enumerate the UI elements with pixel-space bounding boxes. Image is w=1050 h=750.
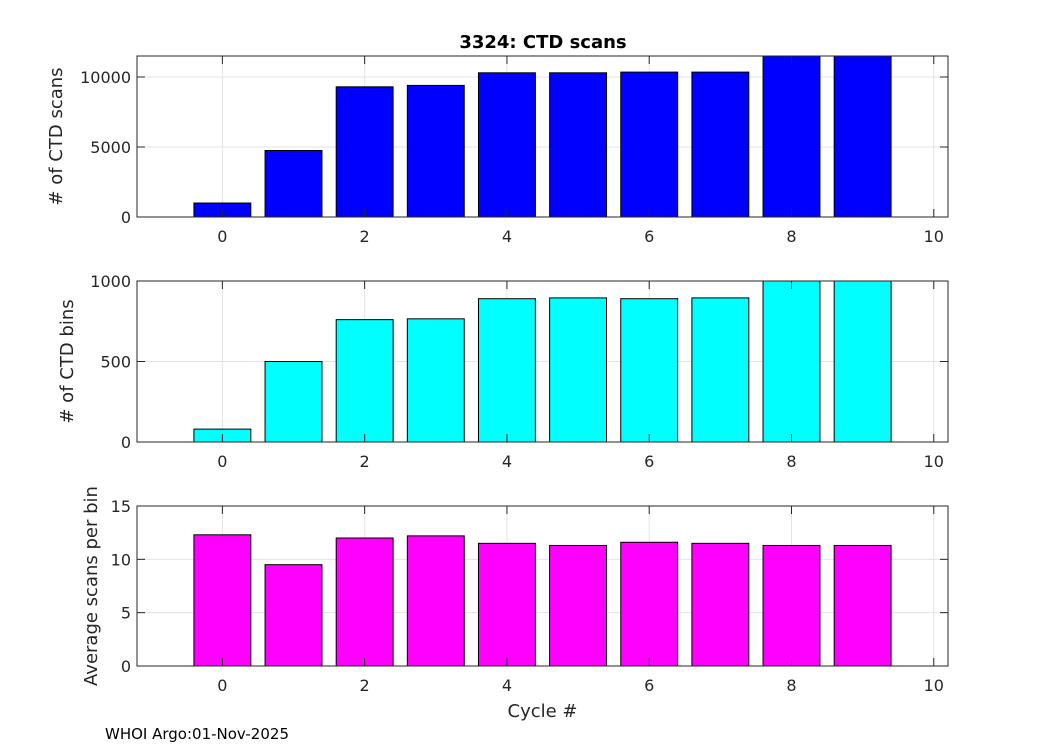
bar-cycle-6 bbox=[620, 541, 679, 667]
bar-cycle-3 bbox=[406, 318, 465, 443]
bar-cycle-4 bbox=[477, 542, 536, 667]
axes-box bbox=[136, 55, 949, 218]
bar-cycle-3 bbox=[406, 84, 465, 218]
bar-cycle-7 bbox=[691, 297, 750, 443]
bar-cycle-0 bbox=[193, 534, 252, 667]
bar-cycle-8 bbox=[762, 55, 821, 218]
y-tick-label: 1000 bbox=[90, 272, 131, 291]
x-tick-label: 8 bbox=[786, 452, 796, 471]
x-tick-label: 0 bbox=[217, 676, 227, 695]
bar-cycle-1 bbox=[264, 150, 323, 218]
x-tick-label: 6 bbox=[644, 452, 654, 471]
panel-1: 0 2 4 6 8 10 0 5000 10000 # of CTD scans bbox=[46, 55, 949, 246]
bar-cycle-7 bbox=[691, 542, 750, 667]
bar-cycle-2 bbox=[335, 319, 394, 443]
y-tick-label: 0 bbox=[121, 657, 131, 676]
y-axis-label: Average scans per bin bbox=[81, 486, 102, 686]
bar-cycle-5 bbox=[549, 297, 608, 443]
x-tick-label: 0 bbox=[217, 227, 227, 246]
bar-cycle-5 bbox=[549, 544, 608, 667]
plot-area bbox=[137, 506, 948, 666]
panel-2: 0 2 4 6 8 10 0 500 1000 # of CTD bins bbox=[57, 272, 949, 471]
y-tick-label: 5000 bbox=[90, 138, 131, 157]
x-tick-label: 2 bbox=[360, 452, 370, 471]
x-tick-label: 4 bbox=[502, 452, 512, 471]
x-axis-label: Cycle # bbox=[508, 701, 578, 722]
bar-cycle-5 bbox=[549, 72, 608, 218]
bar-cycle-1 bbox=[264, 564, 323, 667]
figure-title: 3324: CTD scans bbox=[459, 32, 626, 53]
x-tick-label: 6 bbox=[644, 676, 654, 695]
bar-cycle-7 bbox=[691, 71, 750, 218]
bar-cycle-2 bbox=[335, 86, 394, 218]
x-tick-label: 8 bbox=[786, 227, 796, 246]
x-tick-label: 0 bbox=[217, 452, 227, 471]
x-tick-label: 10 bbox=[924, 227, 944, 246]
y-tick-label: 0 bbox=[121, 208, 131, 227]
y-tick-label: 10000 bbox=[80, 68, 131, 87]
plot-area bbox=[137, 56, 948, 217]
bar-cycle-4 bbox=[477, 72, 536, 218]
y-axis-label: # of CTD scans bbox=[46, 67, 67, 205]
footer-label: WHOI Argo:01-Nov-2025 bbox=[105, 725, 289, 743]
x-tick-label: 4 bbox=[502, 227, 512, 246]
bar-cycle-6 bbox=[620, 298, 679, 443]
x-tick-label: 2 bbox=[360, 676, 370, 695]
bar-cycle-9 bbox=[833, 544, 892, 667]
bar-cycle-6 bbox=[620, 71, 679, 218]
x-tick-label: 2 bbox=[360, 227, 370, 246]
y-tick-label: 0 bbox=[121, 433, 131, 452]
axes-box bbox=[136, 505, 949, 667]
y-tick-label: 15 bbox=[111, 497, 131, 516]
bar-cycle-1 bbox=[264, 361, 323, 443]
x-tick-label: 10 bbox=[924, 676, 944, 695]
bar-cycle-4 bbox=[477, 298, 536, 443]
x-tick-label: 4 bbox=[502, 676, 512, 695]
x-tick-label: 8 bbox=[786, 676, 796, 695]
y-tick-label: 500 bbox=[100, 353, 131, 372]
bar-cycle-9 bbox=[833, 55, 892, 218]
panel-3: 0 2 4 6 8 10 0 5 10 15 Average scans per bin Cycle … bbox=[81, 486, 949, 722]
y-axis-label: # of CTD bins bbox=[57, 299, 78, 423]
bar-cycle-8 bbox=[762, 544, 821, 667]
y-tick-label: 10 bbox=[111, 550, 131, 569]
bar-cycle-9 bbox=[833, 280, 892, 443]
bar-cycle-2 bbox=[335, 537, 394, 667]
bar-cycle-8 bbox=[762, 280, 821, 443]
bar-cycle-3 bbox=[406, 535, 465, 667]
x-tick-label: 10 bbox=[924, 452, 944, 471]
y-tick-label: 5 bbox=[121, 604, 131, 623]
x-tick-label: 6 bbox=[644, 227, 654, 246]
